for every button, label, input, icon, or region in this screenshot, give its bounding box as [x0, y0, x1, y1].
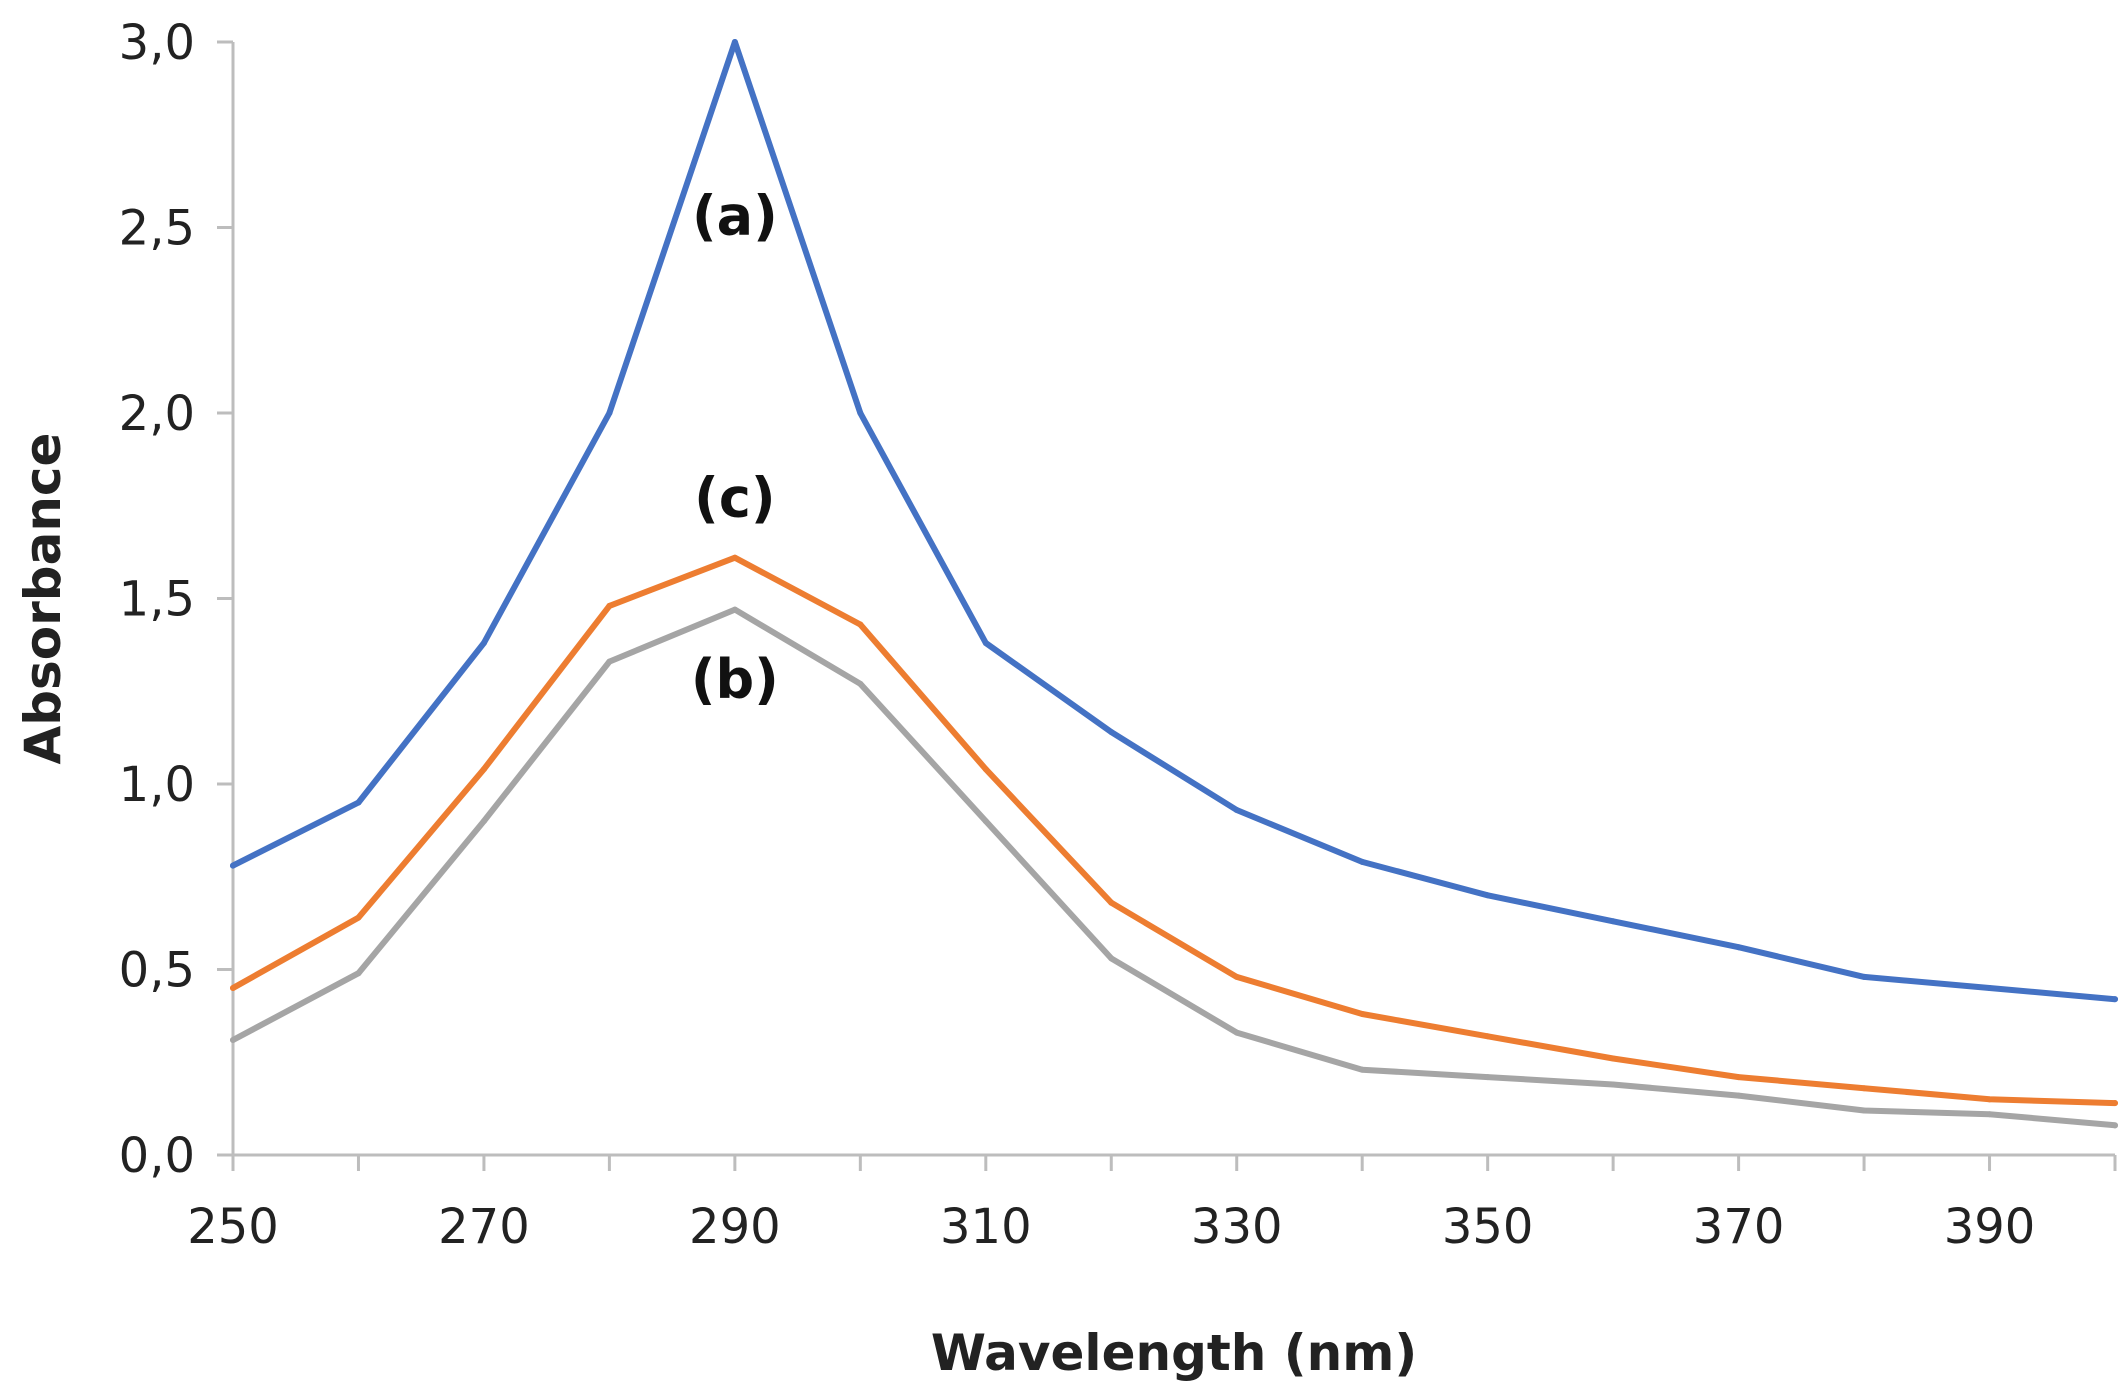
- x-tick-label: 390: [1944, 1199, 2036, 1255]
- data-point-b: [2112, 1122, 2118, 1129]
- data-point-c: [982, 766, 989, 773]
- data-point-a: [1359, 858, 1366, 865]
- series-label-c: (c): [694, 466, 775, 529]
- data-point-b: [606, 658, 613, 665]
- data-point-a: [355, 799, 362, 806]
- data-point-c: [1861, 1085, 1868, 1092]
- y-tick-label: 2,0: [119, 386, 195, 442]
- y-tick-label: 1,0: [119, 757, 195, 813]
- data-point-a: [1986, 985, 1993, 992]
- x-tick-label: 250: [187, 1199, 279, 1255]
- x-tick-label: 290: [689, 1199, 781, 1255]
- data-point-b: [1735, 1092, 1742, 1099]
- data-point-a: [1610, 918, 1617, 925]
- data-point-b: [1861, 1107, 1868, 1114]
- series-line-a: [230, 39, 2118, 1003]
- data-point-a: [731, 39, 738, 45]
- data-point-a: [606, 410, 613, 416]
- y-tick-label: 3,0: [119, 15, 195, 71]
- data-point-c: [1233, 973, 1240, 980]
- data-point-c: [606, 602, 613, 609]
- series-line-c: [230, 554, 2118, 1107]
- y-tick-label: 0,5: [119, 943, 195, 999]
- data-point-c: [480, 766, 487, 773]
- data-point-c: [1108, 899, 1115, 906]
- data-point-c: [2112, 1100, 2118, 1107]
- data-point-b: [230, 1036, 236, 1043]
- data-point-b: [1986, 1111, 1993, 1118]
- data-point-b: [1610, 1081, 1617, 1088]
- data-point-c: [230, 985, 236, 992]
- series-line-b: [230, 606, 2118, 1129]
- data-point-a: [857, 410, 864, 416]
- data-point-b: [1108, 955, 1115, 962]
- x-tick-label: 330: [1191, 1199, 1283, 1255]
- series-lines: [230, 39, 2118, 1129]
- data-point-c: [1484, 1033, 1491, 1040]
- data-point-a: [982, 640, 989, 647]
- data-point-b: [1484, 1074, 1491, 1081]
- x-tick-label: 350: [1442, 1199, 1534, 1255]
- series-labels: (a) (b) (c): [691, 184, 779, 711]
- data-point-c: [1359, 1011, 1366, 1018]
- data-point-a: [1861, 973, 1868, 980]
- data-point-c: [355, 914, 362, 921]
- series-label-a: (a): [692, 184, 778, 247]
- data-point-a: [480, 640, 487, 647]
- series-label-b: (b): [691, 648, 779, 711]
- x-tick-label: 270: [438, 1199, 530, 1255]
- data-point-a: [2112, 996, 2118, 1003]
- data-point-c: [1735, 1074, 1742, 1081]
- data-point-a: [1108, 729, 1115, 736]
- data-point-a: [1484, 892, 1491, 899]
- data-point-b: [480, 818, 487, 825]
- y-tick-label: 1,5: [119, 572, 195, 628]
- y-tick-label: 0,0: [119, 1128, 195, 1184]
- y-tick-label: 2,5: [119, 201, 195, 257]
- x-tick-label: 310: [940, 1199, 1032, 1255]
- data-point-c: [1986, 1096, 1993, 1103]
- data-point-a: [230, 862, 236, 869]
- data-point-b: [1233, 1029, 1240, 1036]
- y-axis-title: Absorbance: [14, 433, 72, 765]
- data-point-c: [1610, 1055, 1617, 1062]
- data-point-a: [1233, 806, 1240, 813]
- x-axis: 250 270 290 310 330 350 370 390: [187, 1153, 2117, 1255]
- data-point-c: [857, 621, 864, 628]
- x-axis-title: Wavelength (nm): [931, 1324, 1417, 1382]
- x-tick-label: 370: [1693, 1199, 1785, 1255]
- data-point-b: [982, 818, 989, 825]
- data-point-c: [731, 554, 738, 561]
- data-point-a: [1735, 944, 1742, 951]
- data-point-b: [355, 970, 362, 977]
- data-point-b: [731, 606, 738, 613]
- data-point-b: [857, 680, 864, 687]
- y-axis: 0,0 0,5 1,0 1,5 2,0 2,5 3,0: [119, 15, 235, 1184]
- data-point-b: [1359, 1066, 1366, 1073]
